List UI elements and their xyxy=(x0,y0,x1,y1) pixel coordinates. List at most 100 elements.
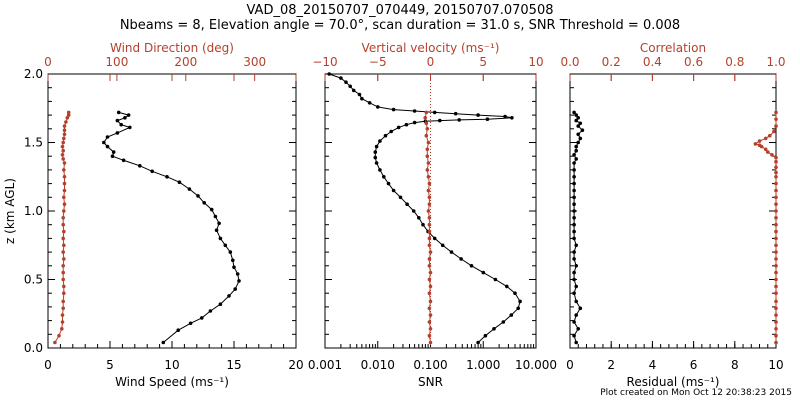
snr-panel-xtick-label: 0.001 xyxy=(308,358,342,372)
wind-panel-wind-direction-point xyxy=(62,229,66,234)
wind-panel-wind-speed-point xyxy=(121,158,126,163)
snr-panel-vertical-velocity-point xyxy=(427,277,432,282)
snr-panel-vertical-velocity-point xyxy=(426,209,431,213)
residual-panel-correlation-point xyxy=(774,165,778,169)
wind-panel-wind-speed-point xyxy=(105,135,110,139)
wind-panel-wind-speed-point xyxy=(202,201,206,205)
residual-panel-correlation-point xyxy=(763,147,768,152)
residual-panel-residual-point xyxy=(574,148,578,153)
snr-panel-snr-point xyxy=(391,107,396,112)
snr-panel-snr-point xyxy=(373,150,378,154)
snr-panel-vertical-velocity-point xyxy=(427,181,432,186)
residual-panel-correlation-point xyxy=(774,306,778,311)
snr-panel-vertical-velocity-point xyxy=(427,216,432,220)
residual-panel-correlation-point xyxy=(774,270,778,275)
snr-panel-vertical-velocity-point xyxy=(426,188,431,193)
residual-panel-residual-point xyxy=(576,116,580,120)
wind-panel-wind-speed-point xyxy=(165,175,169,179)
residual-panel-top-tick-label: 0.2 xyxy=(602,55,621,69)
wind-panel-wind-direction-point xyxy=(61,222,65,227)
snr-panel-vertical-velocity-point xyxy=(428,340,433,345)
wind-panel-top-tick-label: 0 xyxy=(44,55,52,69)
snr-panel-vertical-velocity-point xyxy=(427,236,432,241)
snr-panel-snr-point xyxy=(374,161,379,165)
residual-panel-correlation-point xyxy=(774,229,778,234)
wind-panel-wind-speed-point xyxy=(123,116,127,120)
residual-panel-correlation-point xyxy=(774,155,778,160)
snr-panel-top-axis-label: Vertical velocity (ms⁻¹) xyxy=(362,41,500,55)
wind-panel-wind-speed-point xyxy=(218,302,223,307)
residual-panel-correlation-point xyxy=(774,195,778,200)
snr-panel-snr-point xyxy=(510,116,514,120)
residual-panel-correlation-point xyxy=(774,202,778,206)
plot-created-footer: Plot created on Mon Oct 12 20:38:23 2015 xyxy=(600,388,792,398)
snr-panel-snr-point xyxy=(367,101,372,105)
wind-panel-wind-direction-point xyxy=(62,128,67,132)
wind-panel-wind-direction-point xyxy=(62,209,66,213)
wind-panel-wind-speed-point xyxy=(228,250,233,254)
snr-panel-vertical-velocity-point xyxy=(428,270,433,275)
wind-panel-wind-direction-point xyxy=(62,188,67,193)
residual-panel-correlation-point xyxy=(757,139,762,143)
wind-panel-wind-direction-point xyxy=(61,250,65,254)
wind-panel-wind-speed-point xyxy=(105,144,110,149)
snr-panel-vertical-velocity-point xyxy=(427,333,432,338)
residual-panel-correlation-point xyxy=(770,153,774,157)
residual-panel-correlation-point xyxy=(774,170,778,175)
snr-panel-snr-point xyxy=(396,125,401,130)
wind-panel-wind-speed-point xyxy=(237,279,241,283)
residual-panel-residual-point xyxy=(574,144,578,149)
wind-panel-wind-speed-point xyxy=(161,340,166,345)
residual-panel-correlation-point xyxy=(774,243,778,248)
residual-panel-top-axis-label: Correlation xyxy=(640,41,706,55)
wind-panel-xtick-label: 0 xyxy=(44,358,52,372)
wind-panel-wind-direction-point xyxy=(61,277,65,282)
snr-panel-snr-point xyxy=(485,117,490,121)
wind-panel-wind-direction-point xyxy=(62,132,67,137)
snr-panel-xtick-label: 1.000 xyxy=(466,358,500,372)
snr-panel-snr-point xyxy=(344,80,348,84)
residual-panel-correlation-point xyxy=(768,133,772,138)
snr-panel-top-tick-label: −5 xyxy=(369,55,387,69)
snr-panel-vertical-velocity-point xyxy=(424,110,429,115)
wind-panel-ytick-label: 0.0 xyxy=(24,341,43,355)
wind-panel-wind-speed-point xyxy=(128,125,132,130)
residual-panel-residual-point xyxy=(574,264,578,268)
snr-panel-xlabel: SNR xyxy=(418,375,443,389)
residual-panel-correlation-point xyxy=(774,188,778,193)
snr-panel-snr-point xyxy=(376,105,380,109)
snr-panel-xtick-label: 10.000 xyxy=(515,358,557,372)
snr-panel-snr-point xyxy=(453,111,458,116)
snr-panel-snr-point xyxy=(360,96,364,101)
snr-panel-vertical-velocity-point xyxy=(427,320,432,324)
residual-panel-residual-point xyxy=(572,320,576,324)
snr-panel-snr-point xyxy=(404,122,409,127)
wind-panel-wind-speed-point xyxy=(209,207,214,212)
residual-panel-residual-point xyxy=(574,157,578,161)
residual-panel-residual-point xyxy=(572,270,576,275)
wind-panel-wind-speed-point xyxy=(218,236,223,241)
residual-panel-residual-point xyxy=(576,327,580,331)
wind-panel-wind-speed-point xyxy=(196,194,200,198)
residual-panel-xtick-label: 8 xyxy=(731,358,739,372)
snr-panel-snr-point xyxy=(516,306,520,311)
wind-panel-wind-direction-point xyxy=(53,340,57,345)
wind-panel-wind-direction-point xyxy=(61,270,65,275)
snr-panel-snr-point xyxy=(357,92,362,97)
snr-panel-snr-point xyxy=(374,144,379,149)
snr-panel-vertical-velocity-point xyxy=(427,195,432,200)
residual-panel-residual-point xyxy=(572,222,576,227)
wind-panel-wind-direction-point xyxy=(62,291,66,296)
residual-panel-residual-point xyxy=(578,136,583,141)
residual-panel-top-tick-label: 0.8 xyxy=(725,55,744,69)
residual-panel-correlation-point xyxy=(774,313,778,317)
residual-panel-correlation-point xyxy=(774,284,778,289)
snr-panel-snr-point xyxy=(505,284,509,289)
snr-panel-vertical-velocity-point xyxy=(427,257,432,261)
residual-panel-residual-point xyxy=(572,175,576,179)
wind-panel-wind-direction-point xyxy=(61,264,65,268)
residual-panel-residual-point xyxy=(572,277,576,282)
residual-panel-top-tick-label: 0.0 xyxy=(560,55,579,69)
residual-panel-correlation-point xyxy=(757,143,762,147)
wind-panel-wind-direction-point xyxy=(60,327,64,331)
